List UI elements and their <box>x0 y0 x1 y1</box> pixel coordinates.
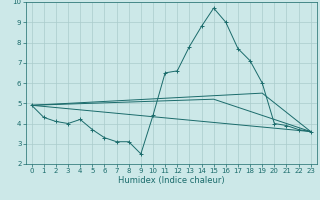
X-axis label: Humidex (Indice chaleur): Humidex (Indice chaleur) <box>118 176 225 185</box>
